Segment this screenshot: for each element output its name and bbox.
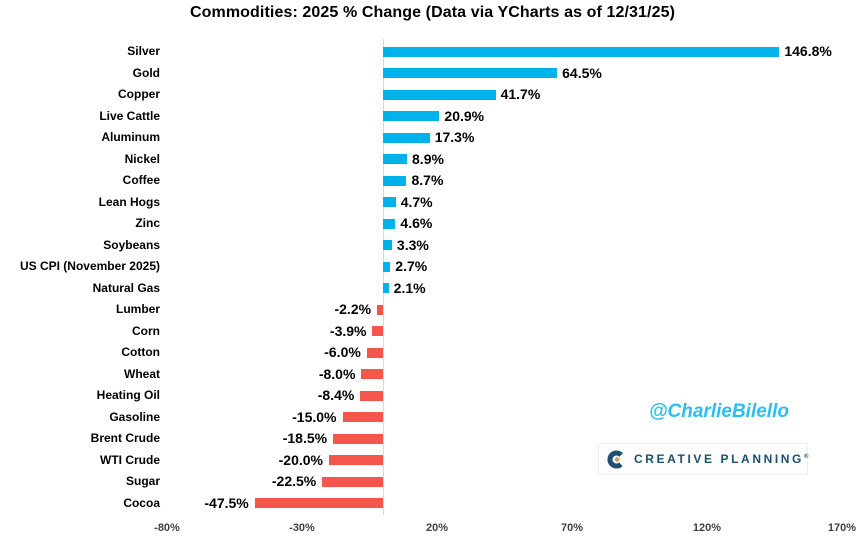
- category-label: Aluminum: [101, 130, 160, 144]
- x-axis-tick-label: 170%: [827, 522, 857, 534]
- value-label: 3.3%: [396, 236, 429, 253]
- value-bar: [377, 304, 383, 315]
- value-label: -22.5%: [271, 473, 317, 489]
- category-label: Soybeans: [103, 237, 160, 252]
- value-label: -6.0%: [324, 344, 361, 360]
- category-label: Heating Oil: [96, 388, 160, 402]
- value-label: 4.7%: [400, 193, 433, 210]
- value-label: -8.0%: [318, 365, 356, 382]
- value-bar: [383, 89, 496, 100]
- value-bar: [383, 68, 558, 79]
- category-label: Cocoa: [123, 495, 160, 510]
- value-label: 20.9%: [444, 107, 485, 124]
- category-label: Lumber: [115, 302, 160, 316]
- category-label: Nickel: [124, 151, 160, 166]
- category-label: Gold: [132, 65, 160, 80]
- value-label: 8.9%: [412, 150, 444, 167]
- category-label: WTI Crude: [100, 452, 160, 467]
- value-label: 41.7%: [500, 86, 541, 102]
- zero-axis-line: [383, 39, 384, 515]
- value-bar: [361, 369, 383, 380]
- value-bar: [383, 132, 430, 143]
- value-label: 2.1%: [393, 279, 426, 296]
- value-label: -18.5%: [282, 430, 328, 446]
- value-label: -47.5%: [204, 494, 249, 511]
- value-label: 64.5%: [562, 64, 602, 81]
- category-label: Gasoline: [109, 409, 160, 424]
- x-axis-tick-label: -80%: [154, 522, 180, 534]
- value-label: 17.3%: [434, 129, 475, 145]
- category-label: Cotton: [121, 345, 160, 359]
- creative-planning-logo: CREATIVE PLANNING®: [598, 443, 808, 475]
- value-bar: [383, 240, 392, 251]
- category-label: Wheat: [124, 366, 160, 381]
- value-bar: [254, 498, 383, 509]
- value-bar: [383, 46, 780, 57]
- chart-title: Commodities: 2025 % Change (Data via YCh…: [190, 4, 675, 21]
- value-bar: [383, 154, 408, 165]
- value-label: 146.8%: [784, 43, 832, 59]
- category-label: Sugar: [125, 474, 160, 488]
- category-label: US CPI (November 2025): [19, 259, 160, 273]
- x-axis-tick-label: 120%: [692, 522, 722, 534]
- x-axis-tick-label: 70%: [560, 522, 584, 534]
- category-label: Brent Crude: [90, 431, 160, 445]
- value-label: 8.7%: [411, 172, 444, 188]
- creative-planning-wordmark: CREATIVE PLANNING®: [634, 452, 811, 466]
- creative-planning-logomark-icon: [607, 449, 626, 469]
- watermark-handle: @CharlieBilello: [649, 401, 789, 422]
- value-bar: [322, 476, 383, 487]
- value-label: -15.0%: [292, 408, 337, 425]
- value-bar: [383, 197, 396, 208]
- value-bar: [383, 283, 389, 294]
- value-label: 2.7%: [395, 258, 428, 274]
- value-label: -20.0%: [278, 451, 323, 468]
- x-axis-tick-label: 20%: [425, 522, 449, 534]
- value-bar: [383, 261, 391, 272]
- category-label: Live Cattle: [99, 108, 160, 123]
- x-axis-tick-label: -30%: [289, 522, 315, 534]
- value-bar: [383, 218, 396, 229]
- category-label: Natural Gas: [92, 280, 160, 295]
- category-label: Lean Hogs: [98, 194, 160, 209]
- logo-text: CREATIVE PLANNING: [634, 452, 804, 466]
- value-bar: [333, 433, 383, 444]
- value-bar: [383, 175, 407, 186]
- category-label: Corn: [132, 323, 160, 338]
- value-bar: [383, 111, 440, 122]
- value-label: 4.6%: [400, 215, 433, 231]
- registered-trademark: ®: [803, 454, 812, 460]
- value-bar: [329, 455, 383, 466]
- category-label: Silver: [127, 44, 160, 58]
- value-bar: [366, 347, 383, 358]
- value-label: -8.4%: [317, 387, 355, 403]
- value-label: -3.9%: [329, 322, 367, 339]
- value-label: -2.2%: [334, 301, 372, 317]
- value-bar: [372, 326, 383, 337]
- category-label: Coffee: [122, 173, 160, 187]
- value-bar: [360, 390, 383, 401]
- value-bar: [342, 412, 383, 423]
- category-label: Copper: [118, 87, 160, 101]
- category-label: Zinc: [135, 216, 160, 230]
